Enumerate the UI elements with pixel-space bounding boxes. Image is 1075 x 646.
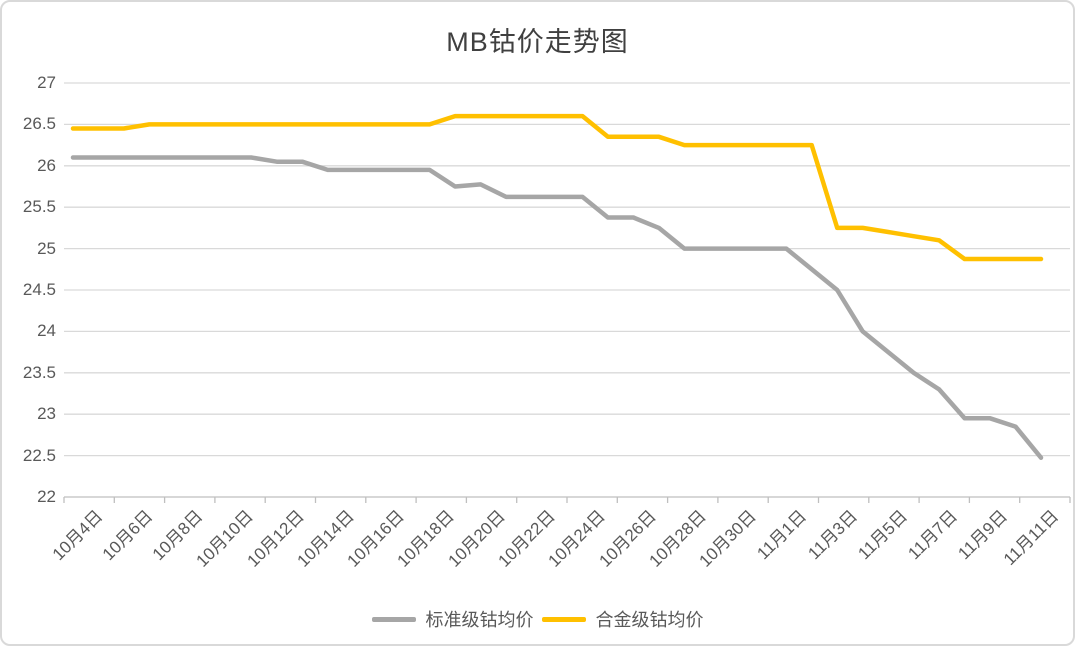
legend-label-standard: 标准级钴均价 [425,610,534,630]
y-axis-tick-label: 25.5 [22,197,56,217]
y-axis-tick-label: 23 [37,404,56,424]
legend-item-standard: 标准级钴均价 [371,606,534,632]
y-axis-tick-label: 22 [37,487,56,506]
legend-item-alloy: 合金级钴均价 [541,606,704,632]
y-axis-tick-label: 27 [37,73,56,92]
legend-label-alloy: 合金级钴均价 [595,610,704,630]
y-axis-tick-label: 26.5 [22,114,56,134]
legend-line-swatch-alloy [541,616,586,622]
series-line-standard [70,155,1044,460]
series-line-alloy [70,113,1044,262]
legend-line-swatch-standard [371,616,416,622]
y-axis-tick-label: 26 [37,155,56,175]
y-axis-tick-label: 24 [37,321,56,341]
y-axis-tick-label: 23.5 [22,362,56,382]
legend: 标准级钴均价 合金级钴均价 [2,606,1073,632]
y-axis-tick-label: 24.5 [22,280,56,299]
chart-title: MB钴价走势图 [446,27,629,57]
y-axis-tick-label: 25 [37,238,56,258]
y-axis-tick-label: 22.5 [22,445,56,465]
